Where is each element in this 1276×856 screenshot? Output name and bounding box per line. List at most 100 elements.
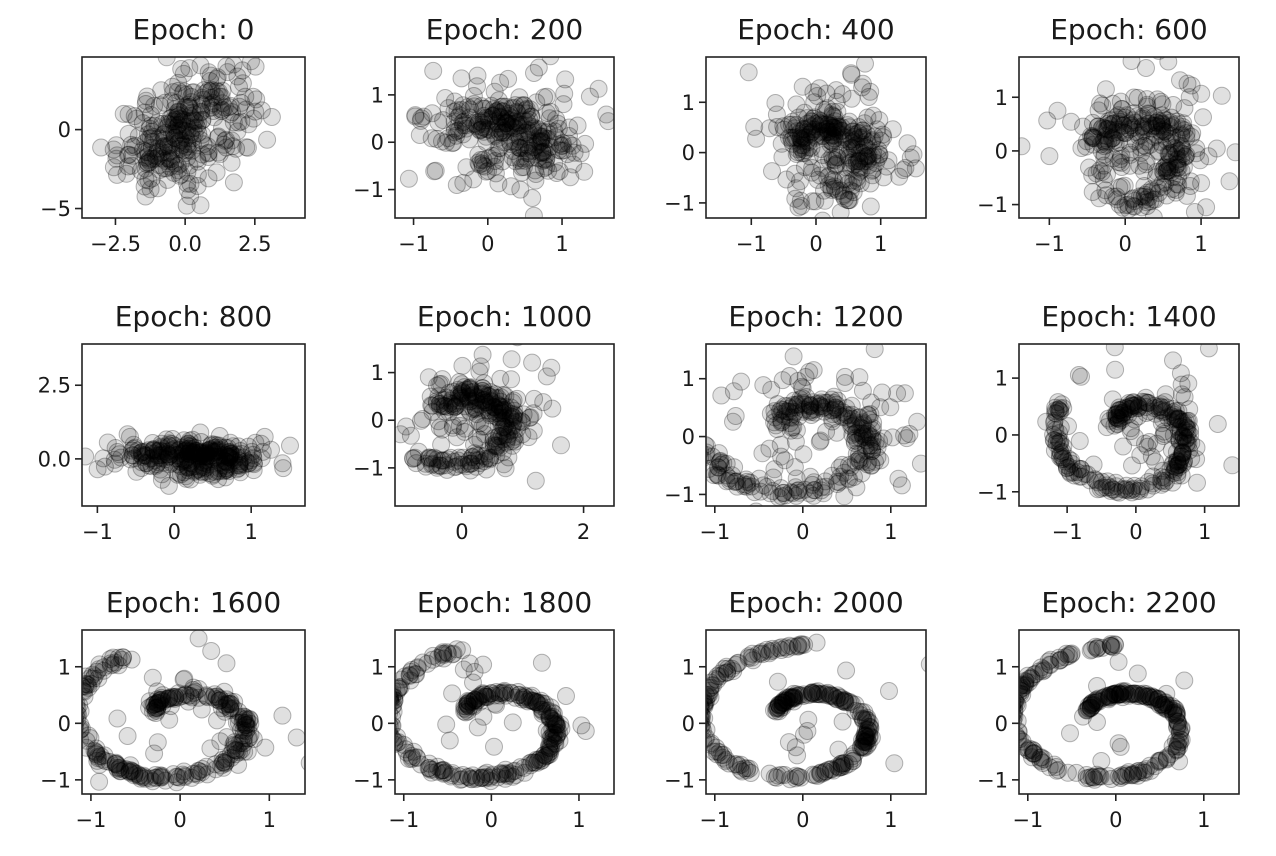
scatter-point	[484, 106, 503, 125]
scatter-point	[1077, 766, 1096, 784]
scatter-point	[480, 404, 499, 423]
scatter-point	[839, 174, 858, 193]
scatter-point	[879, 151, 898, 170]
scatter-point	[82, 721, 89, 740]
scatter-point	[812, 397, 831, 416]
scatter-point	[712, 386, 731, 405]
scatter-point	[157, 442, 176, 461]
scatter-point	[1131, 481, 1149, 500]
scatter-point	[200, 464, 219, 483]
scatter-point	[815, 181, 833, 200]
scatter-point	[836, 693, 855, 712]
scatter-point	[706, 688, 720, 707]
scatter-point	[165, 146, 184, 164]
scatter-point	[1057, 456, 1076, 475]
scatter-point	[506, 123, 524, 142]
scatter-point	[464, 382, 483, 401]
scatter-point	[1135, 187, 1154, 206]
scatter-point	[803, 393, 822, 412]
scatter-point	[151, 767, 170, 786]
scatter-point	[800, 401, 819, 420]
scatter-point	[449, 385, 468, 404]
scatter-point	[827, 154, 846, 173]
scatter-point	[206, 755, 225, 774]
scatter-point	[1223, 456, 1239, 475]
scatter-point	[116, 760, 135, 778]
scatter-point	[833, 712, 852, 731]
scatter-point	[1167, 175, 1186, 194]
scatter-point	[1171, 730, 1190, 749]
scatter-point	[1148, 90, 1167, 109]
scatter-point	[1163, 737, 1182, 756]
x-tick-label: −1	[75, 808, 106, 832]
scatter-point	[716, 752, 735, 771]
scatter-point	[496, 97, 515, 116]
scatter-point	[1099, 120, 1118, 139]
scatter-point	[505, 98, 523, 117]
scatter-point	[838, 116, 857, 135]
scatter-point	[434, 649, 453, 668]
scatter-point	[173, 765, 192, 784]
scatter-point	[482, 96, 501, 115]
scatter-point	[812, 140, 831, 158]
scatter-point	[1168, 155, 1187, 174]
scatter-point	[1045, 413, 1064, 432]
scatter-point	[1060, 645, 1079, 664]
scatter-point	[526, 693, 545, 711]
scatter-point	[168, 768, 187, 786]
scatter-point	[1049, 400, 1068, 419]
scatter-point	[173, 445, 192, 464]
scatter-point	[768, 698, 787, 717]
scatter-point	[234, 721, 253, 740]
scatter-point	[146, 768, 165, 787]
scatter-point	[822, 132, 841, 151]
scatter-point	[1024, 744, 1043, 763]
scatter-point	[204, 439, 223, 458]
scatter-point	[461, 454, 480, 473]
scatter-point	[1024, 741, 1043, 760]
scatter-point	[1022, 669, 1041, 688]
scatter-point	[1050, 441, 1069, 460]
scatter-point	[157, 690, 176, 708]
scatter-point	[1120, 400, 1139, 419]
scatter-point	[488, 104, 507, 122]
scatter-point	[1108, 685, 1127, 704]
scatter-point	[1122, 684, 1141, 703]
scatter-point	[1168, 735, 1187, 754]
scatter-point	[234, 726, 253, 744]
y-tick-label: 0	[371, 712, 384, 736]
scatter-point	[527, 750, 546, 769]
scatter-point	[220, 446, 239, 465]
scatter-point	[231, 442, 250, 460]
scatter-point	[1164, 464, 1183, 482]
scatter-point	[531, 133, 550, 152]
scatter-point	[146, 698, 165, 717]
scatter-point	[484, 100, 503, 119]
scatter-point	[83, 665, 102, 684]
scatter-point	[136, 442, 155, 461]
scatter-point	[1158, 123, 1176, 142]
scatter-point	[706, 676, 721, 695]
scatter-point	[504, 391, 523, 410]
scatter-point	[178, 141, 197, 160]
scatter-point	[1133, 109, 1152, 128]
scatter-point	[1088, 692, 1107, 711]
scatter-point	[182, 141, 201, 160]
scatter-point	[1052, 395, 1071, 414]
scatter-point	[779, 692, 798, 711]
scatter-point	[161, 135, 180, 154]
subplot-title: Epoch: 1800	[417, 586, 592, 619]
scatter-point	[850, 449, 869, 468]
scatter-point	[825, 108, 844, 126]
scatter-point	[395, 690, 400, 706]
scatter-points	[395, 344, 570, 490]
scatter-point	[830, 689, 849, 707]
scatter-point	[844, 183, 863, 202]
scatter-point	[1145, 688, 1163, 707]
subplot-title: Epoch: 2200	[1041, 586, 1216, 619]
scatter-point	[706, 437, 716, 456]
scatter-point	[794, 687, 812, 706]
scatter-point	[460, 379, 479, 398]
scatter-point	[213, 118, 231, 137]
scatter-point	[1128, 664, 1147, 683]
